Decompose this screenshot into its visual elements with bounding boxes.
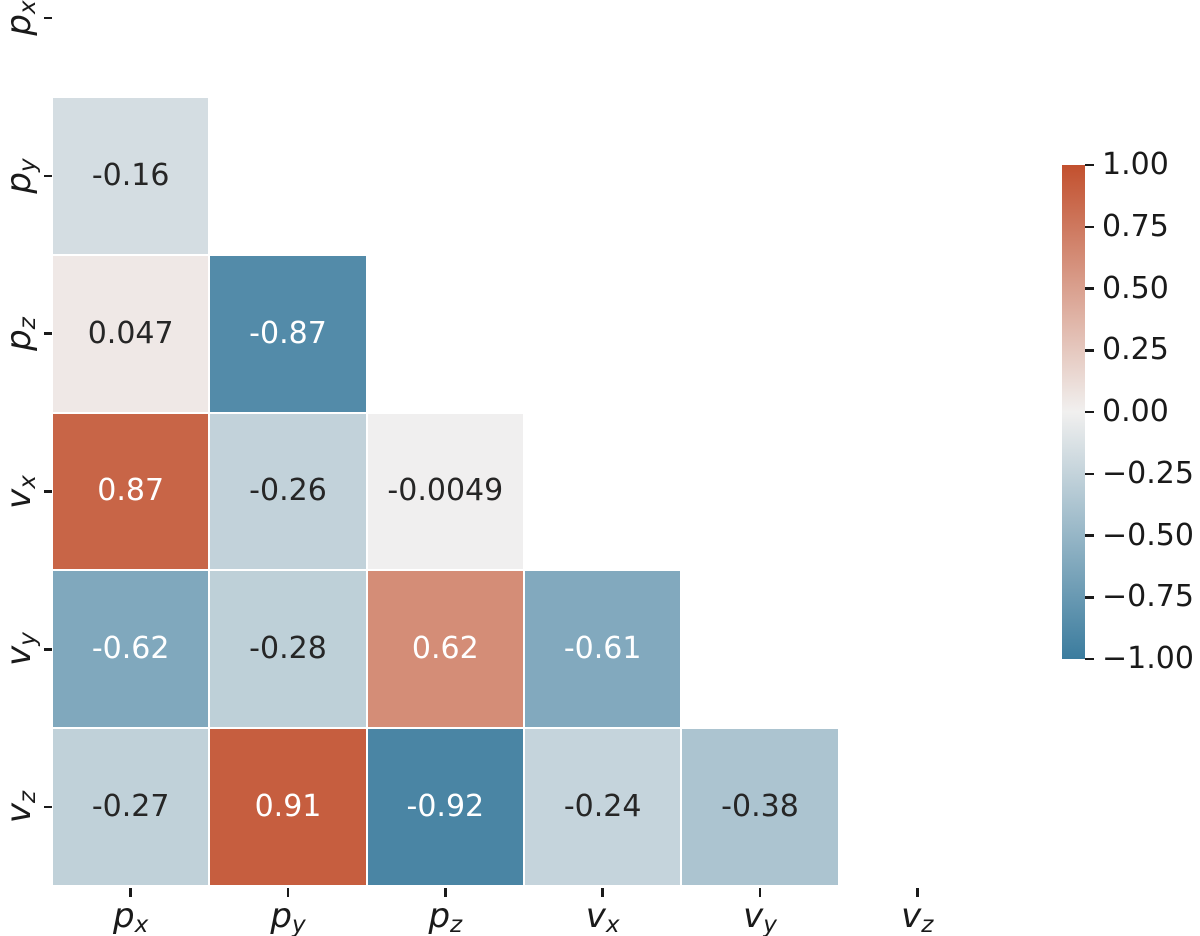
x-tick-label: pz [428,899,462,936]
tick-mark [44,174,52,178]
colorbar-tick-label: −1.00 [1102,641,1194,676]
cell-value: -0.26 [249,473,327,509]
heatmap-cell: 0.62 [367,571,523,728]
y-tick-label: px [0,0,41,36]
tick-mark [1085,472,1094,475]
heatmap-cell: -0.16 [53,98,209,254]
tick-mark [1085,410,1094,414]
x-tick-label: vz [901,899,933,936]
cell-value: -0.28 [249,631,327,667]
tick-mark [916,888,919,897]
heatmap-cell: -0.0049 [367,413,523,570]
variable-label: py [0,158,41,194]
cell-value: -0.16 [91,157,170,193]
y-tick-label: vz [0,790,41,824]
tick-mark [129,888,132,897]
heatmap-cell: -0.38 [682,729,838,885]
cell-value: -0.24 [563,789,642,825]
variable-label: vz [0,790,41,824]
cell-value: 0.62 [411,631,479,667]
colorbar-tick-label: 1.00 [1102,147,1169,182]
colorbar-tick-label: −0.50 [1102,517,1194,553]
variable-label: vz [901,896,934,936]
x-tick-label: vy [743,899,777,936]
tick-mark [44,16,52,20]
cell-value: -0.0049 [387,473,504,509]
tick-mark [1085,657,1094,661]
cell-value: -0.38 [721,789,799,825]
x-tick-label: px [113,899,148,936]
heatmap-cell: -0.24 [524,729,681,885]
y-tick-label: pz [0,316,41,351]
cell-value: -0.27 [91,789,170,825]
variable-label: pz [0,316,41,351]
heatmap-cell: -0.26 [210,413,366,570]
tick-mark [601,888,604,897]
y-tick-label: vy [0,632,41,667]
heatmap-cell: -0.28 [210,571,366,728]
tick-mark [1085,163,1094,167]
colorbar-tick-label: 0.75 [1102,208,1169,244]
y-tick-label: py [0,158,41,194]
tick-mark [444,888,447,897]
colorbar-tick-label: 0.25 [1102,332,1169,368]
colorbar-gradient [1062,165,1085,659]
heatmap-cell: 0.87 [53,413,209,570]
tick-mark [286,888,290,897]
tick-mark [44,805,52,809]
cell-value: -0.87 [249,315,327,351]
tick-mark [1085,349,1094,352]
tick-mark [758,888,762,897]
cell-value: -0.62 [91,631,170,667]
variable-label: px [113,896,149,936]
variable-label: vy [743,896,777,936]
colorbar-tick-label: 0.00 [1102,394,1169,429]
cell-value: 0.87 [97,473,165,509]
heatmap-cell: -0.61 [524,571,681,728]
cell-value: 0.91 [254,789,322,825]
x-tick-label: vx [586,899,620,936]
heatmap-cell: -0.87 [210,255,366,412]
heatmap-cell: 0.91 [210,729,366,885]
tick-mark [1085,225,1094,228]
y-tick-label: vx [0,474,41,509]
tick-mark [44,490,52,493]
colorbar-tick-label: 0.50 [1102,270,1169,306]
heatmap-cell: -0.92 [367,729,523,885]
tick-mark [44,648,52,651]
variable-label: pz [428,896,463,936]
variable-label: py [270,896,306,936]
tick-mark [1085,287,1094,290]
tick-mark [44,332,52,335]
variable-label: vy [0,632,41,667]
colorbar-tick-label: −0.75 [1102,579,1194,615]
tick-mark [1085,534,1094,537]
heatmap-cell: -0.27 [53,729,209,885]
colorbar-tick-label: −0.25 [1102,455,1194,491]
variable-label: vx [0,474,41,509]
x-tick-label: py [270,899,305,936]
variable-label: vx [585,896,620,936]
cell-value: 0.047 [87,315,174,351]
heatmap-cell: 0.047 [53,255,209,412]
tick-mark [1085,596,1094,599]
cell-value: -0.61 [563,631,642,667]
cell-value: -0.92 [406,789,485,825]
variable-label: px [0,0,41,36]
heatmap-cell: -0.62 [53,571,209,728]
